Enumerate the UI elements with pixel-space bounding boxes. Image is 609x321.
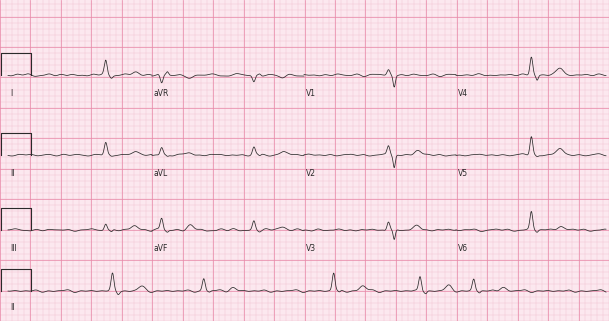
Text: aVF: aVF xyxy=(154,244,168,253)
Text: II: II xyxy=(10,303,15,312)
Text: V5: V5 xyxy=(458,169,468,178)
Text: I: I xyxy=(10,89,12,98)
Text: aVL: aVL xyxy=(154,169,168,178)
Text: II: II xyxy=(10,169,15,178)
Text: V2: V2 xyxy=(306,169,316,178)
Text: aVR: aVR xyxy=(154,89,169,98)
Text: V1: V1 xyxy=(306,89,316,98)
Text: V6: V6 xyxy=(458,244,468,253)
Text: V4: V4 xyxy=(458,89,468,98)
Text: V3: V3 xyxy=(306,244,316,253)
Text: III: III xyxy=(10,244,17,253)
